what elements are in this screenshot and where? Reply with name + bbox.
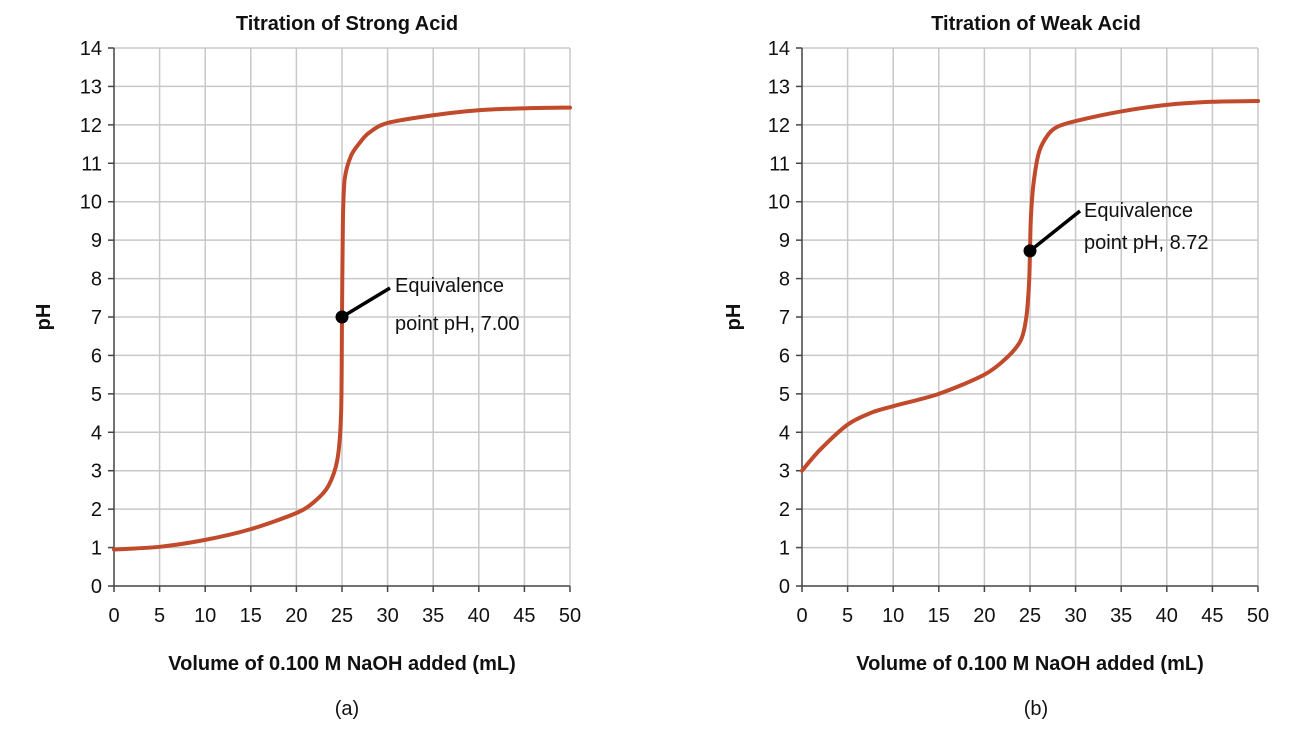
panel-caption: (b) [1024,698,1048,720]
y-tick-label: 3 [91,461,102,483]
x-tick-label: 20 [285,605,307,627]
x-tick-label: 45 [513,605,535,627]
x-tick-label: 0 [796,605,807,627]
y-tick-label: 12 [768,115,790,137]
x-tick-label: 15 [240,605,262,627]
y-tick-label: 11 [769,153,790,175]
y-axis-label: pH [33,304,55,331]
y-tick-label: 7 [779,307,790,329]
y-tick-label: 1 [779,538,790,560]
y-tick-label: 4 [779,422,790,444]
y-tick-label: 11 [81,153,102,175]
x-tick-label: 45 [1201,605,1223,627]
x-tick-label: 30 [1064,605,1086,627]
y-tick-label: 0 [91,576,102,598]
y-tick-label: 14 [768,38,790,60]
y-tick-label: 9 [91,230,102,252]
x-tick-label: 40 [468,605,490,627]
y-tick-label: 4 [91,422,102,444]
y-tick-label: 6 [779,345,790,367]
y-tick-label: 7 [91,307,102,329]
annotation-line1: Equivalence [1084,200,1193,222]
equivalence-point-marker [1023,244,1037,258]
y-tick-label: 13 [80,76,102,98]
y-tick-label: 3 [779,461,790,483]
y-axis-label: pH [723,304,745,331]
x-tick-label: 20 [973,605,995,627]
x-tick-label: 5 [154,605,165,627]
panel-caption: (a) [335,698,359,720]
y-tick-label: 13 [768,76,790,98]
annotation-line2: point pH, 8.72 [1084,232,1209,254]
x-tick-label: 25 [1019,605,1041,627]
weak-acid-chart: 0 5 10 15 20 25 30 35 40 45 5001234567891011121314… [723,13,1269,720]
y-tick-label: 14 [80,38,102,60]
y-tick-label: 8 [91,269,102,291]
x-tick-label: 35 [422,605,444,627]
x-tick-label: 50 [559,605,581,627]
annotation-leader-line [341,286,391,319]
annotation-line2: point pH, 7.00 [395,313,520,335]
x-tick-label: 5 [842,605,853,627]
x-tick-label: 15 [928,605,950,627]
x-tick-label: 30 [376,605,398,627]
x-tick-label: 40 [1156,605,1178,627]
y-tick-label: 10 [768,192,790,214]
y-tick-label: 6 [91,345,102,367]
annotation-leader-line [1028,209,1082,253]
y-tick-label: 2 [779,499,790,521]
equivalence-point-marker [335,310,349,324]
titration-curve [800,99,1260,473]
y-tick-label: 9 [779,230,790,252]
y-tick-label: 2 [91,499,102,521]
y-tick-label: 1 [91,538,102,560]
chart-title: Titration of Strong Acid [236,13,458,35]
x-tick-label: 50 [1247,605,1269,627]
chart-title: Titration of Weak Acid [931,13,1141,35]
x-tick-label: 0 [108,605,119,627]
y-tick-label: 8 [779,269,790,291]
annotation-line1: Equivalence [395,275,504,297]
x-axis-label: Volume of 0.100 M NaOH added (mL) [168,653,515,675]
y-tick-label: 5 [779,384,790,406]
x-tick-label: 10 [194,605,216,627]
x-tick-label: 35 [1110,605,1132,627]
y-tick-label: 12 [80,115,102,137]
x-axis-label: Volume of 0.100 M NaOH added (mL) [856,653,1203,675]
y-tick-label: 5 [91,384,102,406]
y-tick-label: 0 [779,576,790,598]
strong-acid-chart: 0 5 10 15 20 25 30 35 40 45 5001234567891011121314… [33,13,581,720]
x-tick-label: 25 [331,605,353,627]
x-tick-label: 10 [882,605,904,627]
titration-curve [112,105,572,552]
y-tick-label: 10 [80,192,102,214]
